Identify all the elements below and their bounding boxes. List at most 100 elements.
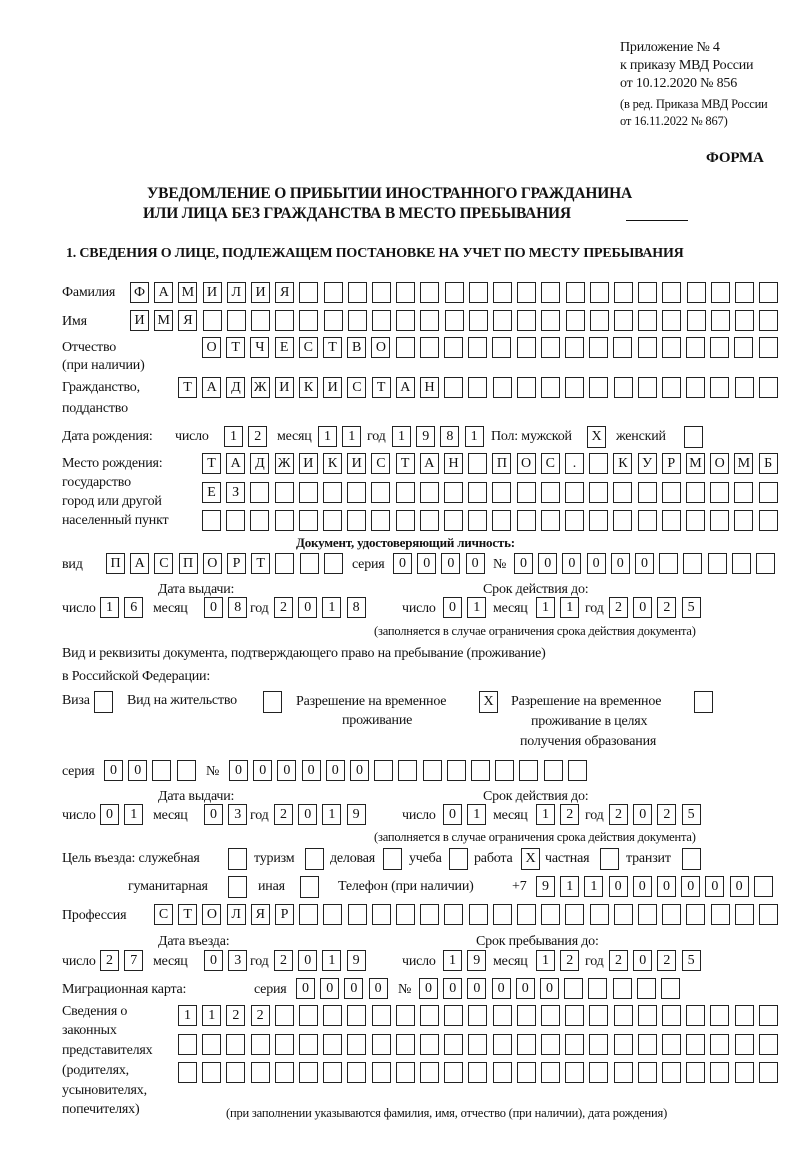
char-box[interactable]: 1 — [124, 804, 144, 825]
char-box[interactable] — [614, 310, 633, 331]
char-box[interactable]: К — [299, 377, 318, 398]
char-box[interactable] — [446, 760, 466, 781]
char-box[interactable]: Т — [395, 453, 415, 474]
char-box[interactable]: 0 — [633, 804, 653, 825]
char-box[interactable]: 1 — [224, 426, 243, 447]
char-box[interactable] — [274, 1005, 294, 1026]
char-box[interactable]: А — [130, 553, 150, 574]
char-box[interactable] — [299, 310, 319, 331]
purpose-work-checkbox[interactable]: X — [521, 848, 540, 870]
char-box[interactable]: 1 — [467, 804, 487, 825]
char-box[interactable]: 1 — [178, 1005, 197, 1026]
char-box[interactable]: 0 — [417, 553, 437, 574]
char-box[interactable] — [468, 282, 488, 303]
char-box[interactable]: Р — [227, 553, 246, 574]
char-box[interactable] — [613, 1062, 633, 1083]
char-box[interactable] — [638, 282, 658, 303]
char-box[interactable]: 0 — [635, 553, 654, 574]
char-box[interactable] — [444, 1005, 464, 1026]
char-box[interactable] — [420, 310, 440, 331]
char-box[interactable]: 0 — [443, 978, 463, 999]
char-box[interactable] — [444, 337, 463, 358]
char-box[interactable] — [493, 282, 512, 303]
char-box[interactable]: Т — [226, 337, 246, 358]
char-box[interactable] — [420, 282, 440, 303]
char-box[interactable]: 0 — [325, 760, 345, 781]
char-box[interactable]: 1 — [392, 426, 411, 447]
char-box[interactable] — [565, 510, 584, 531]
char-box[interactable] — [613, 377, 633, 398]
char-box[interactable] — [589, 482, 609, 503]
char-box[interactable] — [565, 1062, 585, 1083]
char-box[interactable]: Т — [251, 553, 271, 574]
char-box[interactable]: А — [154, 282, 174, 303]
char-box[interactable] — [734, 904, 754, 925]
char-box[interactable]: 5 — [681, 597, 701, 618]
char-box[interactable]: 1 — [536, 597, 555, 618]
char-box[interactable]: 1 — [560, 597, 580, 618]
char-box[interactable]: О — [202, 553, 222, 574]
char-box[interactable]: 0 — [608, 876, 628, 897]
char-box[interactable]: Б — [758, 453, 778, 474]
char-box[interactable]: О — [516, 453, 536, 474]
char-box[interactable] — [758, 1034, 778, 1055]
char-box[interactable]: А — [202, 377, 222, 398]
char-box[interactable] — [758, 482, 778, 503]
char-box[interactable]: 2 — [657, 804, 677, 825]
char-box[interactable]: 1 — [322, 804, 342, 825]
char-box[interactable] — [395, 1005, 415, 1026]
char-box[interactable] — [565, 1005, 585, 1026]
char-box[interactable] — [710, 1062, 730, 1083]
char-box[interactable] — [468, 310, 488, 331]
char-box[interactable]: М — [154, 310, 174, 331]
char-box[interactable]: О — [202, 904, 222, 925]
purpose-tourism-checkbox[interactable] — [305, 848, 324, 870]
char-box[interactable] — [323, 904, 343, 925]
char-box[interactable] — [396, 282, 416, 303]
char-box[interactable]: . — [565, 453, 584, 474]
char-box[interactable] — [756, 553, 775, 574]
char-box[interactable] — [659, 553, 679, 574]
char-box[interactable] — [758, 1062, 778, 1083]
char-box[interactable] — [686, 337, 705, 358]
char-box[interactable] — [396, 310, 416, 331]
char-box[interactable] — [662, 904, 682, 925]
char-box[interactable] — [710, 377, 730, 398]
char-box[interactable] — [250, 1062, 270, 1083]
sex-female-checkbox[interactable] — [684, 426, 703, 448]
char-box[interactable] — [637, 377, 657, 398]
char-box[interactable] — [662, 1005, 681, 1026]
char-box[interactable] — [275, 553, 295, 574]
char-box[interactable]: 1 — [322, 597, 342, 618]
char-box[interactable] — [638, 904, 657, 925]
char-box[interactable]: С — [298, 337, 318, 358]
char-box[interactable]: Л — [226, 282, 246, 303]
char-box[interactable] — [589, 904, 609, 925]
char-box[interactable]: П — [492, 453, 512, 474]
char-box[interactable]: 1 — [464, 426, 484, 447]
char-box[interactable] — [543, 760, 563, 781]
char-box[interactable] — [758, 510, 778, 531]
char-box[interactable] — [734, 1005, 754, 1026]
char-box[interactable] — [540, 482, 560, 503]
char-box[interactable] — [613, 1034, 633, 1055]
char-box[interactable] — [565, 282, 585, 303]
char-box[interactable]: Ж — [250, 377, 270, 398]
char-box[interactable] — [734, 1034, 754, 1055]
char-box[interactable]: 0 — [632, 876, 652, 897]
char-box[interactable] — [298, 482, 318, 503]
char-box[interactable] — [662, 310, 682, 331]
char-box[interactable] — [444, 1062, 464, 1083]
char-box[interactable] — [517, 310, 537, 331]
char-box[interactable]: Ж — [274, 453, 294, 474]
char-box[interactable]: 1 — [342, 426, 362, 447]
char-box[interactable] — [662, 1062, 681, 1083]
char-box[interactable] — [444, 377, 464, 398]
char-box[interactable]: 2 — [226, 1005, 246, 1026]
char-box[interactable] — [398, 760, 418, 781]
char-box[interactable] — [492, 1005, 512, 1026]
char-box[interactable]: А — [395, 377, 415, 398]
char-box[interactable]: 0 — [296, 978, 315, 999]
char-box[interactable]: Я — [250, 904, 270, 925]
char-box[interactable] — [250, 1034, 270, 1055]
